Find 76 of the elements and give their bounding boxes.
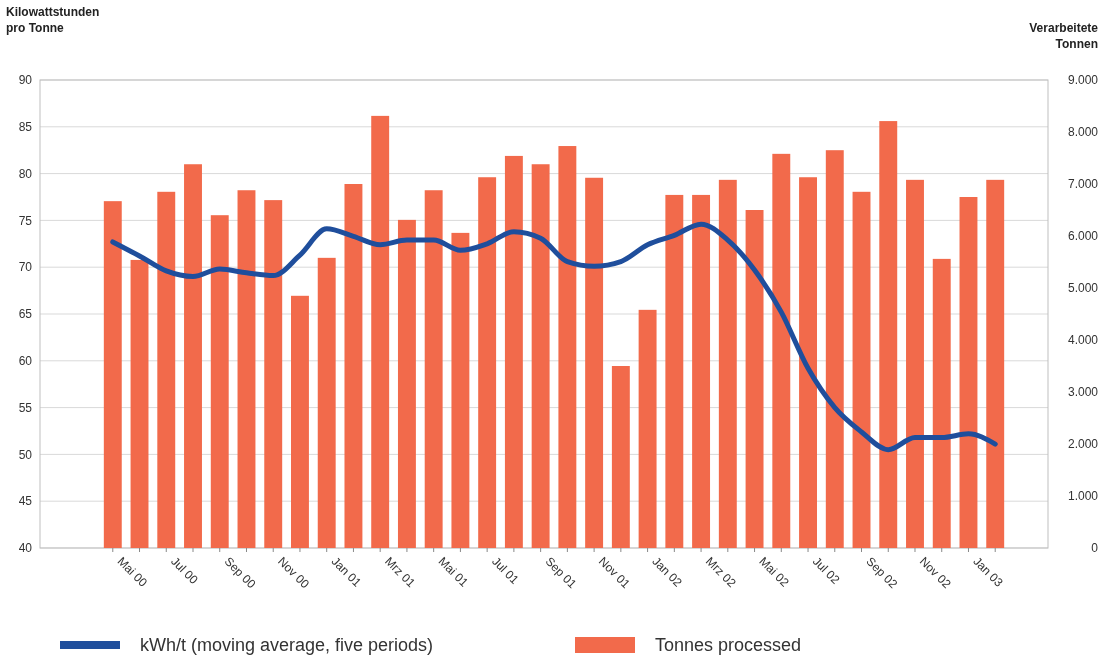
bar	[130, 259, 149, 548]
x-tick-label: Jul 01	[489, 554, 522, 587]
bar	[397, 219, 416, 548]
bar	[879, 121, 898, 548]
bar	[424, 190, 443, 548]
x-tick-label: Sep 00	[221, 554, 259, 592]
y2-tick-label: 8.000	[1067, 125, 1099, 140]
bar	[932, 258, 951, 548]
y2-tick-label: 3.000	[1067, 385, 1099, 400]
bar	[745, 210, 764, 548]
y-tick-label: 85	[18, 120, 33, 134]
bar	[184, 164, 202, 548]
y-axis-title: Kilowattstunden pro Tonne	[6, 5, 100, 35]
bar	[986, 179, 1005, 548]
bar	[451, 232, 470, 548]
bar	[611, 366, 630, 548]
bar	[103, 201, 122, 548]
bar	[665, 194, 684, 548]
y2-tick-label: 0	[1091, 541, 1099, 556]
bar	[852, 191, 871, 548]
x-tick-label: Jul 02	[809, 554, 843, 587]
legend-label: Tonnes processed	[655, 635, 802, 656]
bar	[906, 179, 924, 548]
bar	[317, 257, 336, 548]
bar	[638, 309, 657, 548]
bar	[959, 197, 978, 548]
x-tick-label: Mai 00	[114, 554, 151, 590]
y2-tick-label: 1.000	[1067, 489, 1099, 504]
bar	[825, 150, 844, 548]
bar	[718, 179, 737, 548]
x-tick-label: Jul 00	[168, 554, 201, 587]
y-tick-label: 50	[18, 447, 33, 462]
bar	[799, 177, 817, 548]
bar	[264, 200, 283, 548]
y-tick-label: 55	[18, 400, 33, 415]
bar	[692, 194, 711, 548]
bar	[585, 177, 604, 548]
bar	[291, 295, 309, 548]
x-tick-label: Mrz 01	[382, 554, 419, 591]
y-tick-label: 90	[18, 73, 33, 88]
x-tick-label: Nov 00	[275, 554, 313, 592]
y-tick-label: 70	[18, 260, 33, 275]
bar	[504, 155, 523, 548]
legend-label: kWh/t (moving average, five periods)	[140, 635, 434, 656]
bar	[237, 190, 256, 548]
bar	[157, 191, 176, 548]
y-tick-label: 75	[18, 213, 33, 228]
y-tick-label: 45	[18, 494, 33, 509]
bar	[371, 115, 390, 548]
y-tick-label: 65	[18, 307, 33, 322]
bar	[210, 215, 229, 548]
bar	[344, 184, 363, 548]
x-tick-label: Sep 02	[863, 554, 901, 592]
y2-tick-label: 9.000	[1067, 73, 1099, 88]
x-tick-label: Mrz 02	[702, 554, 740, 591]
x-tick-label: Jan 01	[328, 554, 365, 590]
y2-tick-label: 5.000	[1067, 281, 1099, 296]
x-tick-label: Mai 01	[435, 554, 472, 590]
bar	[772, 153, 791, 548]
x-tick-label: Nov 02	[916, 554, 954, 592]
x-tick-label: Sep 01	[542, 554, 580, 592]
y-tick-label: 80	[18, 166, 33, 181]
y2-tick-label: 6.000	[1067, 229, 1099, 244]
y2-tick-label: 2.000	[1067, 437, 1099, 452]
y2-tick-label: 4.000	[1067, 333, 1099, 348]
bar	[531, 164, 550, 548]
y-tick-label: 60	[18, 354, 33, 368]
bar	[558, 146, 577, 548]
y-tick-label: 40	[18, 541, 33, 556]
x-tick-label: Jan 02	[649, 554, 686, 590]
x-tick-label: Nov 01	[595, 554, 633, 592]
x-tick-label: Mai 02	[756, 554, 793, 590]
y2-tick-label: 7.000	[1067, 177, 1099, 192]
bar	[478, 177, 497, 548]
y2-axis-title: Verarbeitete Tonnen	[1029, 21, 1099, 51]
x-tick-label: Jan 03	[970, 554, 1006, 590]
